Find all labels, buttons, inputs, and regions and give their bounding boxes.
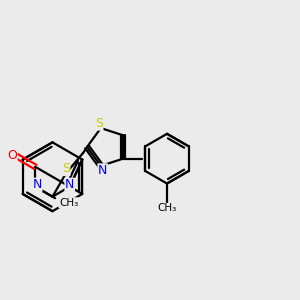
Text: O: O	[7, 149, 17, 162]
Text: N: N	[98, 164, 107, 177]
Text: S: S	[62, 162, 70, 176]
Text: S: S	[95, 117, 103, 130]
Text: CH₃: CH₃	[158, 203, 177, 213]
Text: CH₃: CH₃	[59, 198, 78, 208]
Text: N: N	[32, 178, 42, 191]
Text: N: N	[65, 178, 74, 191]
